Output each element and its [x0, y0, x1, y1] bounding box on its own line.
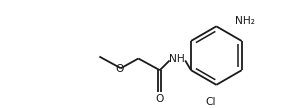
- Text: NH₂: NH₂: [235, 16, 255, 26]
- Text: Cl: Cl: [205, 97, 216, 107]
- Text: NH: NH: [170, 53, 185, 64]
- Text: O: O: [116, 64, 124, 74]
- Text: O: O: [156, 94, 164, 104]
